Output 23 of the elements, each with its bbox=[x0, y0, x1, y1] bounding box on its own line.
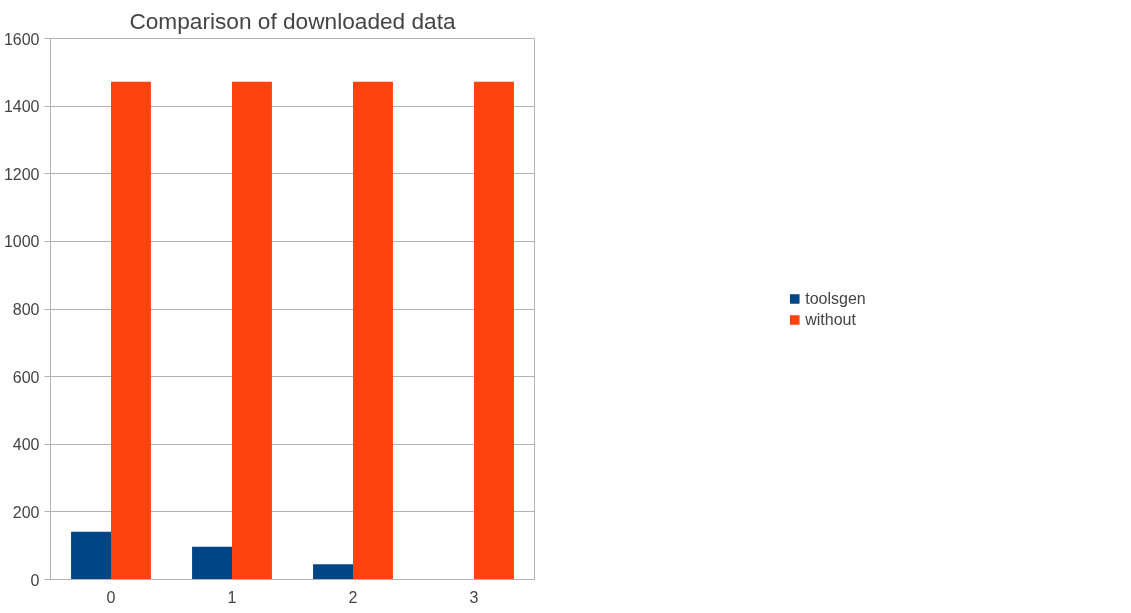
bar bbox=[111, 81, 151, 580]
bar bbox=[232, 81, 272, 580]
x-tick-label: 3 bbox=[469, 588, 479, 606]
x-tick-label: 2 bbox=[348, 588, 358, 606]
y-tick-label: 800 bbox=[12, 301, 40, 318]
x-tick-label: 1 bbox=[227, 588, 237, 606]
y-tick-label: 400 bbox=[12, 436, 40, 454]
bar bbox=[71, 531, 111, 580]
y-tick-label: 200 bbox=[12, 503, 40, 521]
y-tick-label: 1600 bbox=[3, 30, 40, 48]
legend-label: toolsgen bbox=[805, 289, 866, 307]
bar bbox=[353, 81, 393, 580]
bar bbox=[192, 546, 232, 580]
y-tick-label: 1400 bbox=[3, 98, 40, 116]
chart-title: Comparison of downloaded data bbox=[129, 7, 457, 34]
x-tick-label: 0 bbox=[106, 588, 116, 606]
y-tick-label: 1200 bbox=[3, 165, 40, 183]
y-tick-label: 0 bbox=[30, 571, 40, 589]
y-tick-label: 1000 bbox=[3, 233, 40, 251]
bar bbox=[474, 81, 514, 580]
y-tick-label: 600 bbox=[12, 368, 40, 386]
legend-label: without bbox=[805, 310, 856, 328]
bar bbox=[313, 564, 353, 580]
